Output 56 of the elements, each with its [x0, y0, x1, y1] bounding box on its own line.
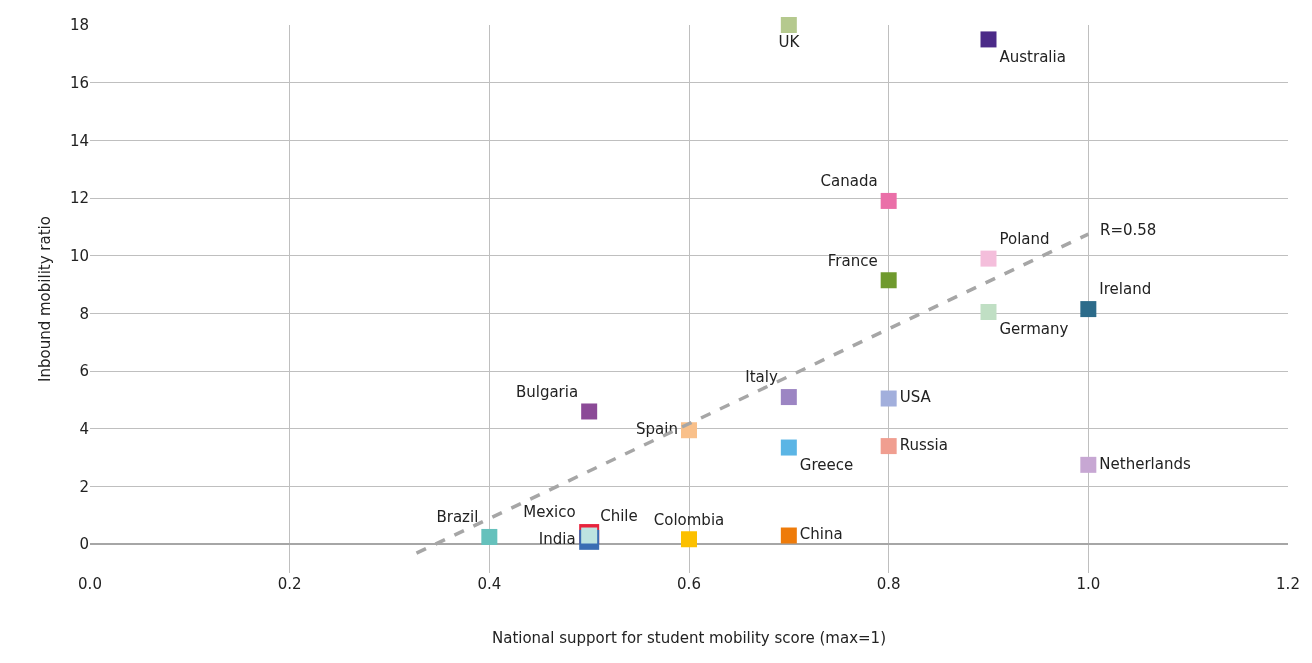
series-label: China	[799, 525, 843, 544]
series-label: Brazil	[436, 508, 479, 527]
point	[980, 250, 997, 267]
series-label: Colombia	[653, 510, 725, 529]
point	[880, 192, 897, 209]
x-tick-label: 1.0	[1076, 575, 1101, 593]
y-axis-title: Inbound mobility ratio	[36, 216, 55, 382]
series-label: Russia	[899, 435, 948, 454]
series-label: Canada	[820, 172, 878, 191]
point	[780, 17, 797, 33]
x-tick-label: 0.4	[477, 575, 502, 593]
series-label: Australia	[999, 47, 1066, 66]
series-label: Mexico	[523, 502, 576, 521]
series-label: Ireland	[1099, 280, 1152, 299]
point	[481, 528, 498, 545]
series-label: Germany	[999, 320, 1069, 339]
series-label: Greece	[799, 455, 854, 474]
series-label: Bulgaria	[515, 382, 579, 401]
y-tick-label: 6	[79, 362, 89, 381]
series-label: Chile	[600, 506, 638, 525]
point	[980, 31, 997, 48]
series-label: UK	[778, 33, 801, 52]
x-tick-label: 0.2	[277, 575, 302, 593]
annotation: R=0.58	[1100, 221, 1157, 239]
y-tick-label: 12	[69, 189, 89, 208]
y-tick-label: 0	[79, 535, 89, 554]
point	[980, 303, 997, 320]
series-label: USA	[899, 388, 932, 407]
series-label: Italy	[745, 368, 778, 387]
point	[780, 389, 797, 406]
point	[1080, 456, 1097, 473]
x-axis-title: National support for student mobility score (max=1)	[491, 629, 887, 647]
x-tick-label: 0.0	[78, 575, 102, 593]
point	[780, 527, 797, 544]
x-tick-label: 1.2	[1276, 575, 1300, 593]
y-tick-label: 10	[69, 246, 89, 265]
y-tick-label: 14	[69, 131, 89, 150]
point	[681, 531, 697, 548]
point	[880, 390, 897, 407]
point	[581, 403, 598, 420]
series-label: Netherlands	[1099, 454, 1191, 473]
y-tick-label: 2	[79, 477, 89, 496]
x-tick-label: 0.6	[677, 575, 701, 593]
point	[880, 438, 897, 455]
y-tick-label: 4	[79, 420, 89, 439]
point	[780, 439, 797, 456]
y-tick-label: 8	[79, 304, 89, 323]
series-label: Poland	[999, 229, 1050, 248]
y-tick-label: 18	[69, 16, 89, 35]
series-label: France	[827, 251, 878, 270]
series-label: India	[538, 529, 576, 548]
x-tick-label: 0.8	[876, 575, 901, 593]
series-label: Spain	[636, 419, 678, 438]
y-tick-label: 16	[69, 73, 89, 92]
point	[1080, 301, 1097, 318]
point	[880, 272, 897, 289]
